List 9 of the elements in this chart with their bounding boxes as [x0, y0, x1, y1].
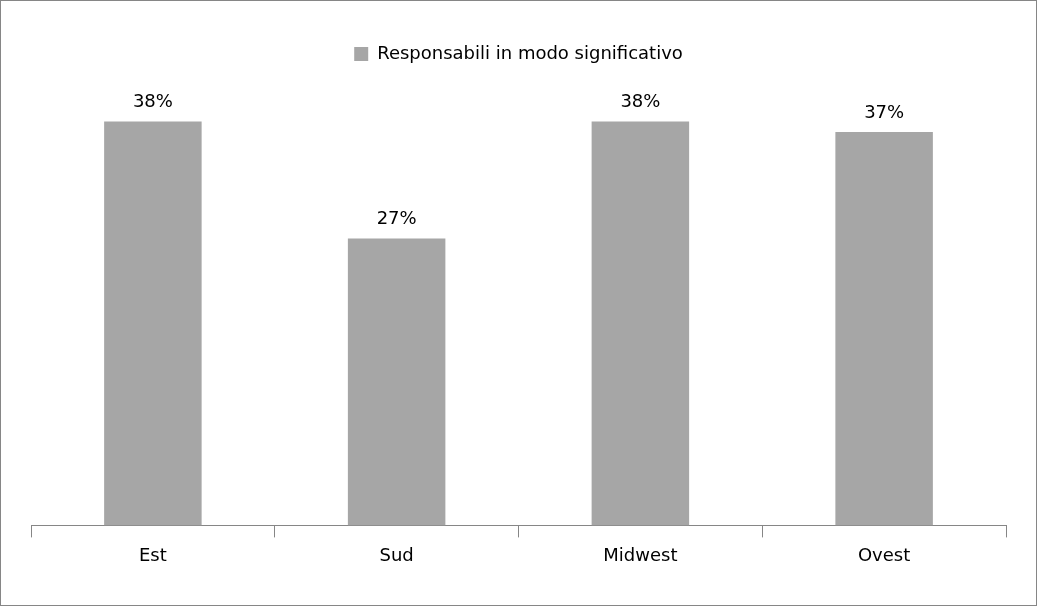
data-label: 38% [620, 90, 661, 112]
data-label: 38% [132, 90, 173, 112]
data-label: 37% [864, 100, 905, 122]
x-tick-label: Midwest [603, 543, 678, 565]
data-label: 27% [376, 207, 417, 229]
x-tick-label: Sud [379, 543, 414, 565]
legend-label: Responsabili in modo significativo [377, 41, 683, 63]
x-tick-label: Ovest [857, 543, 911, 565]
x-tick-label: Est [138, 543, 167, 565]
